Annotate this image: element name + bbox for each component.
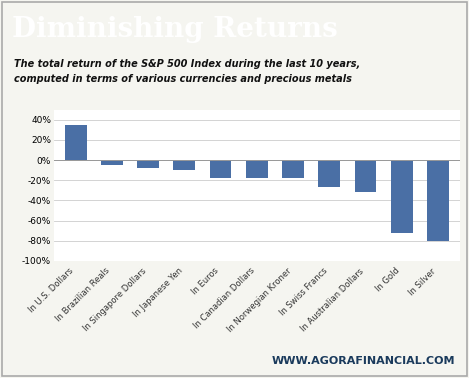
- Bar: [246, 160, 268, 178]
- Text: In U.S. Dollars: In U.S. Dollars: [28, 266, 76, 314]
- Bar: [427, 160, 449, 241]
- Bar: [210, 160, 231, 178]
- Text: In Singapore Dollars: In Singapore Dollars: [82, 266, 148, 333]
- Text: Diminishing Returns: Diminishing Returns: [12, 16, 338, 43]
- Bar: [318, 160, 340, 187]
- Text: In Euros: In Euros: [190, 266, 220, 297]
- Text: In Gold: In Gold: [374, 266, 401, 294]
- Bar: [101, 160, 123, 165]
- Text: In Swiss Francs: In Swiss Francs: [278, 266, 329, 318]
- Text: In Silver: In Silver: [407, 266, 438, 297]
- Bar: [282, 160, 304, 178]
- Bar: [137, 160, 159, 168]
- Text: In Australian Dollars: In Australian Dollars: [299, 266, 365, 333]
- Bar: [174, 160, 195, 170]
- Bar: [391, 160, 413, 232]
- Text: In Japanese Yen: In Japanese Yen: [131, 266, 184, 319]
- Bar: [65, 125, 87, 160]
- Text: WWW.AGORAFINANCIAL.COM: WWW.AGORAFINANCIAL.COM: [272, 356, 455, 366]
- Text: In Canadian Dollars: In Canadian Dollars: [192, 266, 257, 331]
- Text: In Norwegian Kroner: In Norwegian Kroner: [226, 266, 293, 334]
- Text: In Brazilian Reals: In Brazilian Reals: [54, 266, 112, 324]
- Bar: [355, 160, 376, 192]
- Text: The total return of the S&P 500 Index during the last 10 years,
computed in term: The total return of the S&P 500 Index du…: [14, 59, 360, 84]
